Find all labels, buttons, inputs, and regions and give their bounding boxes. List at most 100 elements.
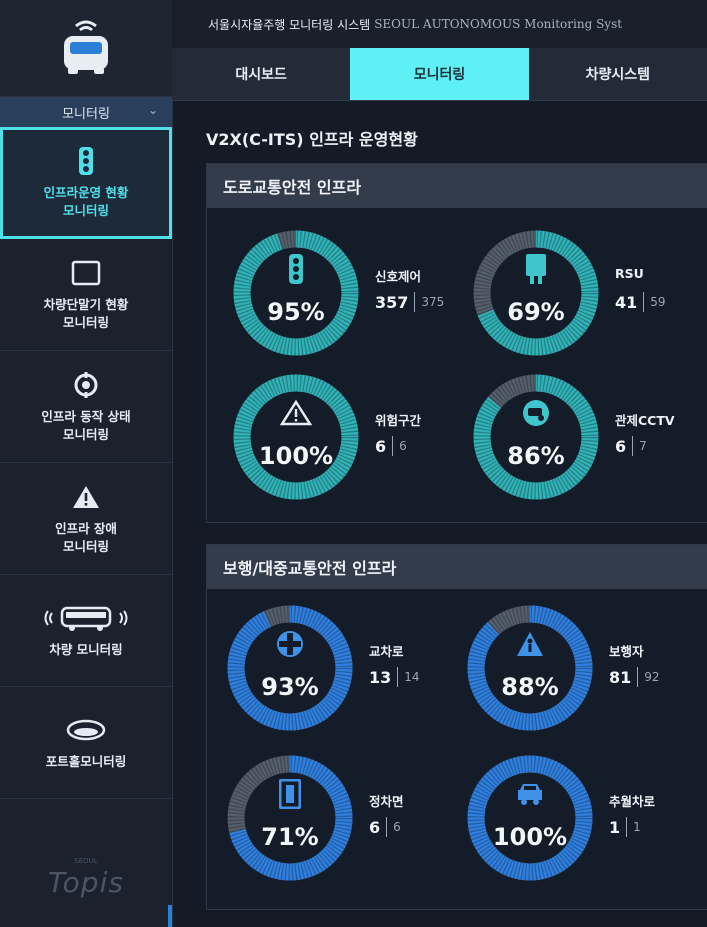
brand-logo: Topis	[48, 866, 124, 899]
sidebar-item-pothole[interactable]: 포트홀모니터링	[0, 687, 172, 799]
gauge-label: 교차로	[369, 644, 404, 659]
tab-vehicle-system[interactable]: 차량시스템	[585, 67, 651, 83]
page-title: V2X(C-ITS) 인프라 운영현황	[206, 130, 418, 149]
gauge-texture	[467, 605, 593, 731]
gauge-total: 6	[399, 439, 407, 453]
tab-monitoring[interactable]: 모니터링	[350, 48, 529, 100]
gauge-value-arc	[227, 605, 353, 731]
gauge-ring	[467, 605, 593, 731]
sidebar-item-label: 차량단말기 현황 모니터링	[43, 296, 129, 330]
gauge-percent: 86%	[507, 442, 565, 470]
logo-area	[0, 0, 172, 97]
panel-body: 95% 신호제어 357 375 69% RSU 41 59	[207, 208, 707, 522]
terminal-device-icon	[71, 258, 101, 288]
gauge-value-arc	[227, 755, 353, 881]
gauge-ring	[233, 374, 359, 500]
gauge-current: 6	[369, 817, 381, 837]
gauge-label: 신호제어	[375, 269, 422, 284]
gauge-counts: 13 14	[369, 667, 420, 687]
gauge-texture	[233, 374, 359, 500]
gauge-counts: 6 6	[375, 436, 407, 456]
gauge-ring	[233, 230, 359, 356]
sidebar-item-label: 인프라운영 현황 모니터링	[43, 185, 129, 218]
pothole-icon	[66, 715, 106, 745]
sidebar-item-infra-operation[interactable]: 인프라 동작 상태 모니터링	[0, 351, 172, 463]
overtake-car-icon	[510, 777, 550, 811]
gauge-counts: 357 375	[375, 292, 444, 312]
menu-dropdown[interactable]: 모니터링 ⌄	[0, 97, 172, 127]
gauge-percent: 93%	[261, 673, 319, 701]
gauge-label: 보행자	[609, 644, 644, 659]
sidebar-item-label: 인프라 장애 모니터링	[55, 520, 117, 554]
gauge-value-arc	[467, 605, 593, 731]
sidebar-item-infra-status[interactable]: 인프라운영 현황 모니터링	[0, 127, 172, 239]
traffic-light-icon	[276, 252, 316, 286]
sidebar-item-label: 포트홀모니터링	[45, 753, 127, 769]
gauge-total: 59	[650, 295, 666, 309]
pedestrian-icon	[510, 627, 550, 661]
gauge-label: 위험구간	[375, 413, 422, 428]
gauge-counts: 6 7	[615, 436, 647, 456]
gauge-percent: 100%	[492, 823, 568, 851]
gauge-signal-control: 95% 신호제어 357 375	[231, 228, 571, 368]
gauge-ring	[473, 230, 599, 356]
gauge-value-arc	[473, 374, 599, 500]
bus-icon	[44, 603, 128, 633]
gauge-value-arc	[233, 230, 359, 356]
gauge-value-arc	[473, 230, 599, 356]
gauge-total: 92	[644, 670, 660, 684]
gear-icon	[73, 370, 99, 400]
gauge-intersection: 93% 교차로 13 14	[225, 603, 565, 743]
panel-title: 도로교통안전 인프라	[207, 164, 707, 208]
chevron-down-icon: ⌄	[147, 103, 158, 117]
system-title-en: SEOUL AUTONOMOUS Monitoring Syst	[374, 17, 623, 31]
count-divider	[386, 817, 388, 837]
sidebar-item-infra-fault[interactable]: 인프라 장애 모니터링	[0, 463, 172, 575]
gauge-percent: 95%	[267, 298, 325, 326]
count-divider	[643, 292, 645, 312]
gauge-texture	[467, 755, 593, 881]
gauge-current: 6	[375, 436, 387, 456]
sidebar: 모니터링 ⌄ 인프라운영 현황 모니터링 차량단말기 현황 모니터링 인프라 동…	[0, 0, 173, 927]
sidebar-item-label: 인프라 동작 상태 모니터링	[41, 408, 131, 442]
count-divider	[397, 667, 399, 687]
gauge-total: 14	[404, 670, 420, 684]
menu-dropdown-label: 모니터링	[62, 106, 110, 122]
sidebar-item-terminal-status[interactable]: 차량단말기 현황 모니터링	[0, 239, 172, 351]
system-title-ko: 서울시자율주행 모니터링 시스템	[208, 17, 371, 32]
warning-icon	[72, 482, 100, 512]
tab-bar: 대시보드 모니터링 차량시스템	[172, 48, 707, 101]
gauge-total: 375	[421, 295, 445, 309]
panel-body: 93% 교차로 13 14 88% 보행자 81 92	[207, 589, 707, 909]
traffic-light-icon	[77, 146, 95, 176]
gauge-ring	[467, 755, 593, 881]
panel-title: 보행/대중교통안전 인프라	[207, 545, 707, 589]
gauge-value-arc	[467, 755, 593, 881]
gauge-counts: 1 1	[609, 817, 641, 837]
gauge-bus-stop: 71% 정차면 6 6	[225, 753, 565, 893]
gauge-current: 6	[615, 436, 627, 456]
gauge-current: 1	[609, 817, 621, 837]
tab-dashboard[interactable]: 대시보드	[235, 67, 287, 83]
autonomous-vehicle-logo-icon	[64, 20, 108, 74]
brand-small-text: SEOUL	[74, 857, 98, 865]
gauge-label: RSU	[615, 266, 644, 281]
gauge-counts: 41 59	[615, 292, 666, 312]
road-safety-panel: 도로교통안전 인프라 95% 신호제어 357 375	[206, 163, 707, 523]
gauge-current: 41	[615, 292, 638, 312]
gauge-value-arc	[233, 374, 359, 500]
intersection-icon	[270, 627, 310, 661]
sidebar-item-vehicle[interactable]: 차량 모니터링	[0, 575, 172, 687]
gauge-counts: 6 6	[369, 817, 401, 837]
gauge-current: 357	[375, 292, 409, 312]
system-title-bar: 서울시자율주행 모니터링 시스템 SEOUL AUTONOMOUS Monito…	[172, 0, 707, 48]
gauge-total: 6	[393, 820, 401, 834]
gauge-total: 7	[639, 439, 647, 453]
gauge-overtake-lane: 100% 추월차로 1 1	[465, 753, 707, 893]
gauge-ring	[227, 605, 353, 731]
count-divider	[414, 292, 416, 312]
gauge-label: 정차면	[369, 794, 404, 809]
gauge-percent: 71%	[261, 823, 319, 851]
gauge-label: 관제CCTV	[615, 413, 675, 428]
gauge-current: 81	[609, 667, 632, 687]
